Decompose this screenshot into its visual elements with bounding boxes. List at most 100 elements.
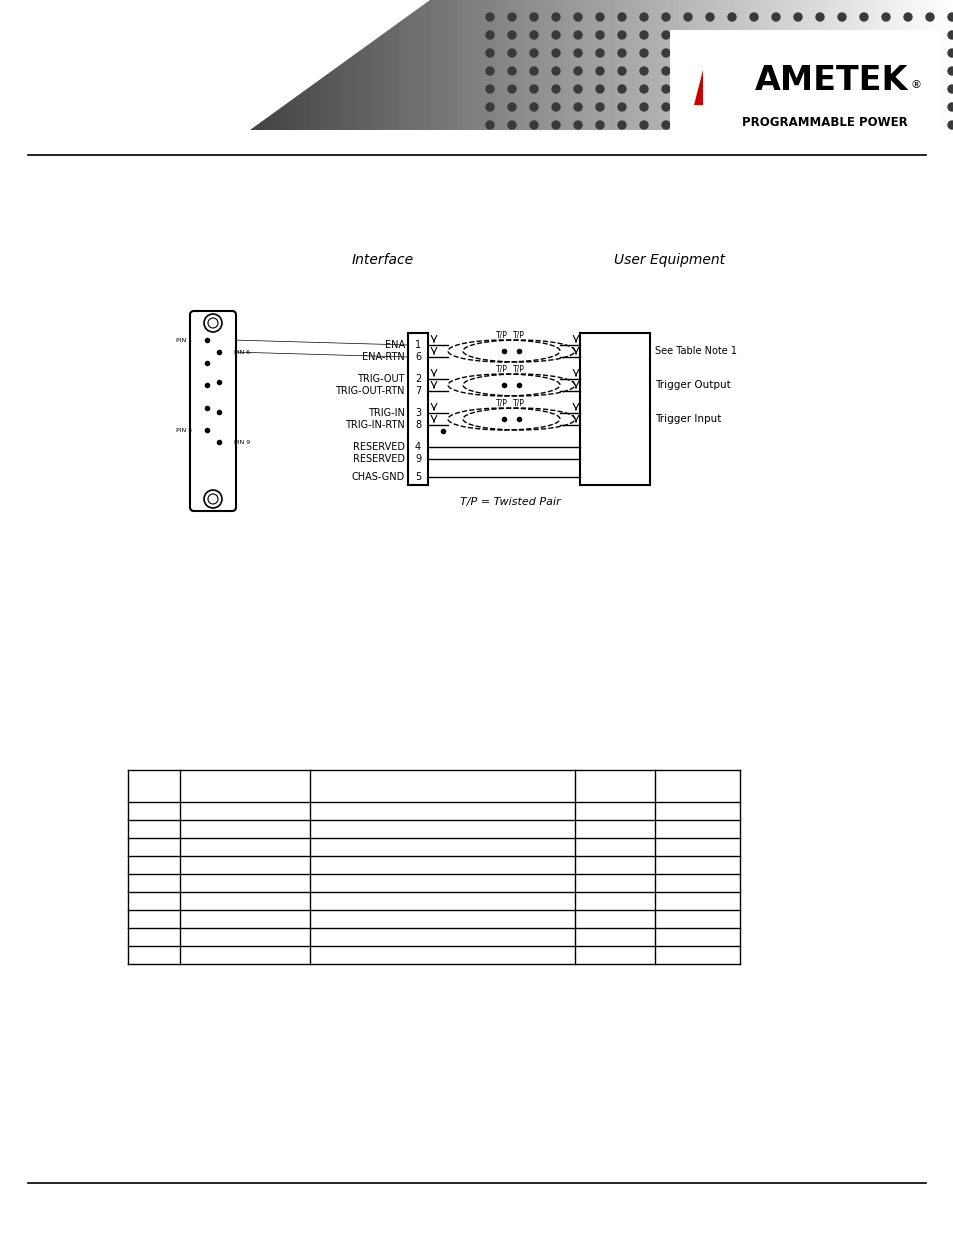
Circle shape — [683, 103, 691, 111]
Text: T/P: T/P — [513, 398, 524, 408]
Text: AMETEK: AMETEK — [754, 63, 907, 96]
Text: 7: 7 — [415, 387, 420, 396]
Circle shape — [727, 85, 735, 93]
Text: T/P: T/P — [513, 330, 524, 338]
Circle shape — [903, 85, 911, 93]
FancyBboxPatch shape — [669, 30, 939, 140]
Text: T/P = Twisted Pair: T/P = Twisted Pair — [459, 496, 559, 508]
Circle shape — [903, 121, 911, 128]
Circle shape — [639, 14, 647, 21]
Circle shape — [837, 103, 845, 111]
Circle shape — [705, 85, 713, 93]
Circle shape — [507, 31, 516, 40]
Polygon shape — [693, 70, 702, 105]
Circle shape — [618, 31, 625, 40]
Circle shape — [683, 31, 691, 40]
Circle shape — [485, 67, 494, 75]
Circle shape — [837, 67, 845, 75]
Circle shape — [574, 49, 581, 57]
Text: 2: 2 — [415, 374, 420, 384]
Circle shape — [727, 121, 735, 128]
Circle shape — [859, 121, 867, 128]
Circle shape — [793, 103, 801, 111]
Circle shape — [925, 103, 933, 111]
Circle shape — [925, 14, 933, 21]
Circle shape — [705, 67, 713, 75]
Circle shape — [815, 103, 823, 111]
Circle shape — [618, 85, 625, 93]
Circle shape — [793, 49, 801, 57]
Circle shape — [530, 67, 537, 75]
Circle shape — [903, 31, 911, 40]
Circle shape — [947, 14, 953, 21]
Text: PIN 6: PIN 6 — [233, 350, 250, 354]
Text: RESERVED: RESERVED — [353, 454, 405, 464]
Circle shape — [683, 121, 691, 128]
Circle shape — [552, 103, 559, 111]
Circle shape — [639, 67, 647, 75]
Circle shape — [771, 49, 780, 57]
Circle shape — [793, 31, 801, 40]
FancyBboxPatch shape — [190, 311, 235, 511]
Circle shape — [530, 85, 537, 93]
Circle shape — [815, 85, 823, 93]
Circle shape — [485, 14, 494, 21]
Circle shape — [683, 14, 691, 21]
Text: PIN 1: PIN 1 — [175, 337, 192, 342]
Text: PROGRAMMABLE POWER: PROGRAMMABLE POWER — [741, 116, 907, 130]
Circle shape — [925, 67, 933, 75]
Circle shape — [727, 14, 735, 21]
Circle shape — [882, 67, 889, 75]
Circle shape — [618, 121, 625, 128]
Circle shape — [485, 85, 494, 93]
Circle shape — [574, 121, 581, 128]
Text: TRIG-IN-RTN: TRIG-IN-RTN — [345, 420, 405, 430]
Circle shape — [661, 85, 669, 93]
Circle shape — [882, 49, 889, 57]
Circle shape — [683, 67, 691, 75]
Circle shape — [947, 31, 953, 40]
Circle shape — [882, 85, 889, 93]
Circle shape — [749, 103, 758, 111]
Circle shape — [837, 49, 845, 57]
Text: T/P: T/P — [496, 364, 507, 373]
Circle shape — [204, 490, 222, 508]
Circle shape — [749, 121, 758, 128]
Circle shape — [705, 14, 713, 21]
Circle shape — [596, 121, 603, 128]
Circle shape — [749, 14, 758, 21]
Circle shape — [925, 49, 933, 57]
Circle shape — [661, 14, 669, 21]
Text: Trigger Output: Trigger Output — [655, 380, 730, 390]
Circle shape — [793, 67, 801, 75]
Circle shape — [727, 67, 735, 75]
Circle shape — [815, 49, 823, 57]
Text: 3: 3 — [415, 408, 420, 417]
Circle shape — [683, 85, 691, 93]
Circle shape — [661, 121, 669, 128]
Circle shape — [552, 85, 559, 93]
Circle shape — [485, 103, 494, 111]
Circle shape — [771, 103, 780, 111]
Circle shape — [815, 67, 823, 75]
Circle shape — [705, 103, 713, 111]
Circle shape — [485, 49, 494, 57]
Circle shape — [705, 121, 713, 128]
Circle shape — [793, 121, 801, 128]
Circle shape — [925, 85, 933, 93]
Circle shape — [552, 14, 559, 21]
Circle shape — [485, 31, 494, 40]
Circle shape — [815, 31, 823, 40]
Circle shape — [596, 14, 603, 21]
Circle shape — [507, 67, 516, 75]
Circle shape — [727, 49, 735, 57]
Circle shape — [947, 49, 953, 57]
Circle shape — [947, 67, 953, 75]
Circle shape — [793, 14, 801, 21]
Circle shape — [882, 121, 889, 128]
Circle shape — [727, 31, 735, 40]
Circle shape — [749, 67, 758, 75]
Circle shape — [903, 103, 911, 111]
Circle shape — [574, 103, 581, 111]
Circle shape — [596, 67, 603, 75]
